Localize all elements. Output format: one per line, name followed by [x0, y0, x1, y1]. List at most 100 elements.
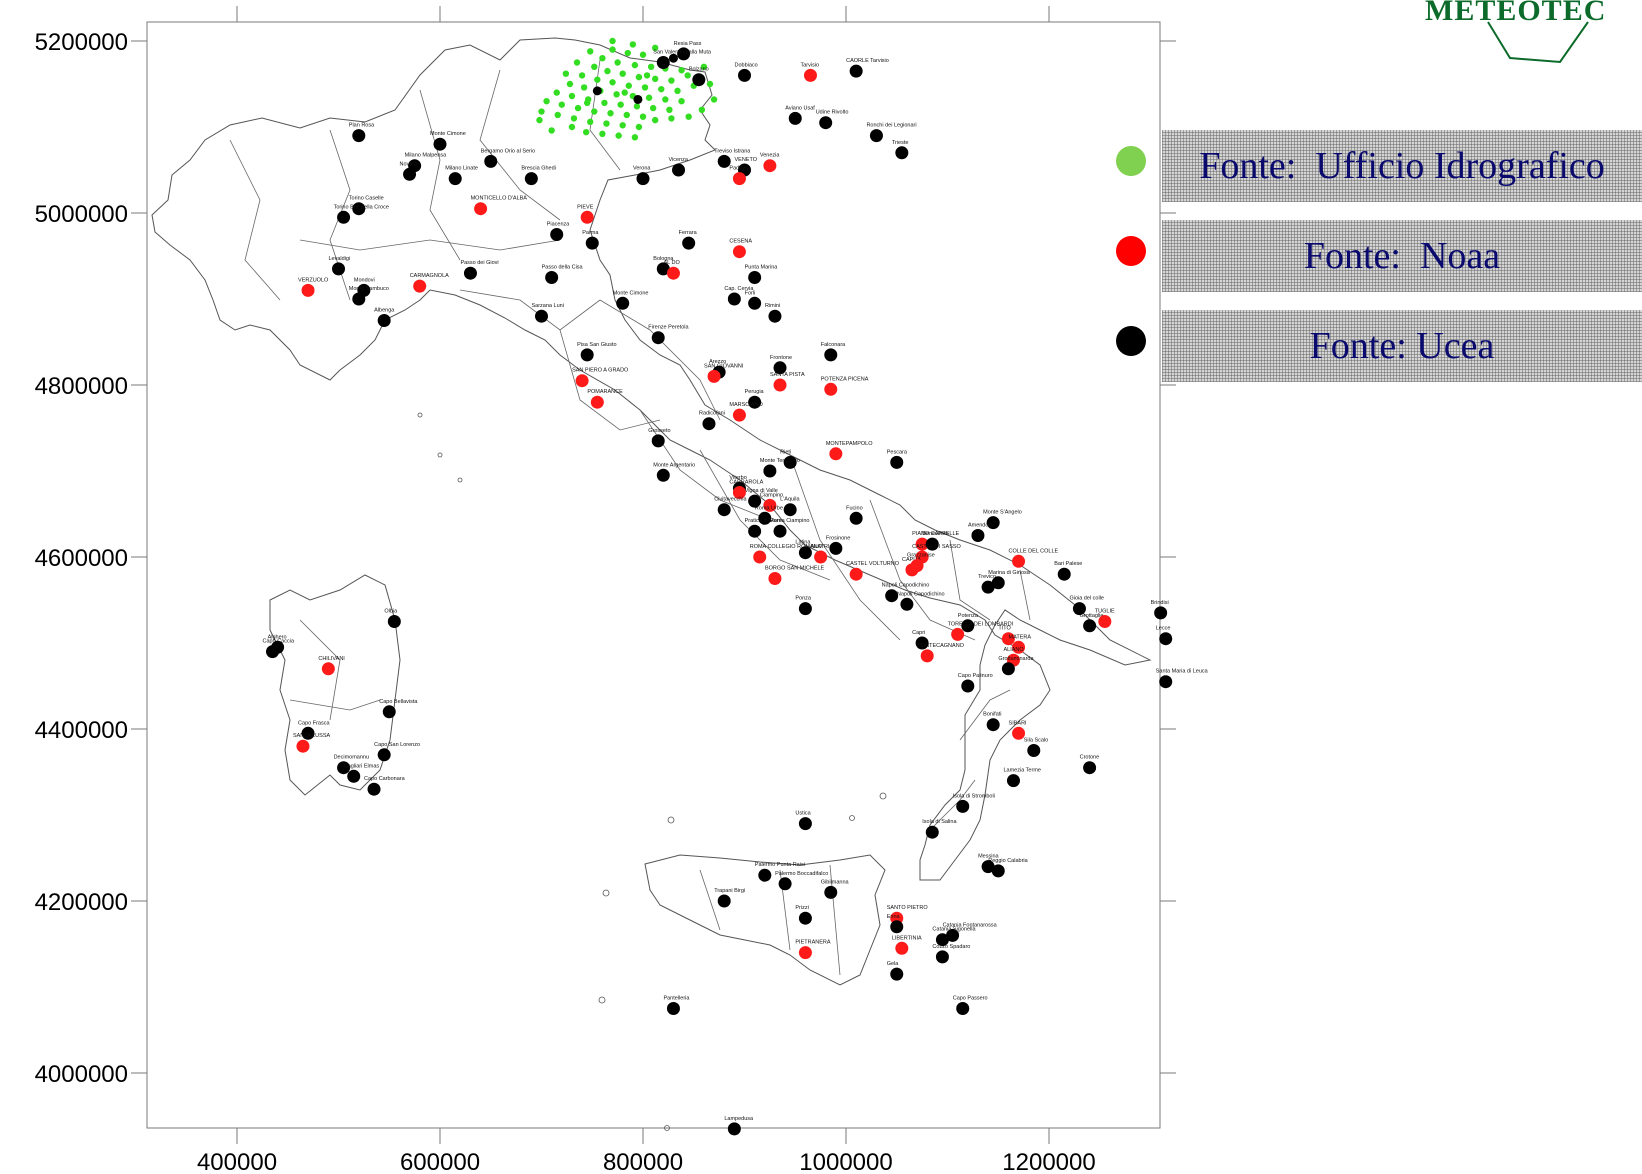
- ufficio-station-marker: [647, 63, 655, 70]
- ufficio-station-marker: [538, 108, 545, 115]
- station-label: Mondovi: [354, 277, 375, 283]
- ufficio-station-marker: [613, 91, 620, 98]
- ufficio-station-marker: [615, 132, 622, 139]
- station-label: Olbia: [384, 609, 398, 615]
- station-label: Sila Scalo: [1024, 738, 1048, 744]
- ucea-station-marker: [592, 86, 602, 96]
- ufficio-station-marker: [619, 70, 626, 77]
- ufficio-station-marker: [635, 123, 643, 131]
- noaa-station-marker: [732, 408, 746, 422]
- ucea-station-marker: [545, 271, 559, 284]
- station-label: Radicofani: [699, 411, 725, 417]
- ucea-station-marker: [1159, 632, 1173, 646]
- station-label: MONTEPAMPOLO: [826, 441, 873, 447]
- station-label: Capo Bellavista: [379, 699, 418, 705]
- station-label: Pescara: [887, 449, 908, 455]
- ucea-station-marker: [763, 464, 777, 478]
- station-label: Lecce: [1156, 626, 1171, 632]
- ufficio-station-marker: [594, 76, 601, 83]
- noaa-station-marker: [763, 498, 777, 512]
- ufficio-station-marker: [651, 75, 659, 83]
- station-label: Piacenza: [547, 222, 571, 228]
- ucea-station-marker: [768, 309, 782, 323]
- station-label: Bari Palese: [1054, 561, 1082, 567]
- station-label: Monte S'Angelo: [983, 510, 1022, 516]
- noaa-station-marker: [296, 739, 310, 753]
- station-label: PIANO CAPPELLE: [912, 531, 959, 537]
- station-label: San Valentino alla Muta: [653, 50, 712, 56]
- ucea-station-marker: [869, 129, 883, 143]
- station-label: Milano Linate: [445, 166, 478, 172]
- ufficio-station-marker: [607, 110, 614, 117]
- station-label: Perugia: [745, 389, 765, 395]
- station-label: Padova: [729, 166, 749, 172]
- noaa-station-marker: [763, 159, 777, 173]
- ucea-station-marker: [961, 619, 975, 633]
- meteotec-logo: METEOTEC: [1425, 0, 1607, 27]
- station-label: Ustica: [795, 811, 811, 817]
- noaa-station-marker: [773, 378, 787, 392]
- station-label: Monte Cimone: [613, 290, 649, 296]
- station-label: Brescia Ghedi: [521, 166, 556, 172]
- noaa-station-marker: [575, 374, 589, 388]
- ucea-station-marker: [986, 718, 1000, 732]
- ucea-station-marker: [524, 172, 538, 186]
- ucea-station-marker: [616, 296, 630, 310]
- ucea-station-marker: [656, 56, 670, 69]
- ufficio-station-marker: [643, 72, 651, 79]
- station-label: Santa Maria di Leuca: [1156, 669, 1209, 675]
- station-label: Punta Marina: [745, 265, 779, 271]
- noaa-station-marker: [803, 68, 817, 82]
- ucea-station-marker: [337, 210, 351, 224]
- ufficio-station-marker: [700, 63, 708, 70]
- station-label: BORGO SAN MICHELE: [765, 566, 825, 572]
- station-label: Enna: [887, 914, 901, 920]
- station-label: Grottaminarda: [998, 656, 1034, 662]
- ufficio-station-marker: [633, 103, 641, 110]
- ucea-station-marker: [727, 292, 741, 306]
- ufficio-station-marker: [685, 113, 692, 120]
- ufficio-station-marker: [574, 104, 582, 112]
- station-label: Lampedusa: [724, 1116, 754, 1122]
- noaa-station-marker: [321, 662, 335, 676]
- station-label: CHILIVANI: [318, 656, 345, 662]
- ucea-station-marker: [890, 920, 904, 934]
- noaa-station-marker: [849, 567, 863, 581]
- station-label: Gibilmanna: [821, 879, 850, 885]
- x-tick-label: 1200000: [1002, 1149, 1095, 1174]
- ucea-station-marker: [1083, 619, 1097, 633]
- ucea-station-marker: [900, 597, 914, 611]
- station-label: PIETRANERA: [795, 940, 830, 946]
- y-tick-label: 4800000: [35, 373, 128, 400]
- ucea-station-marker: [991, 864, 1005, 878]
- ucea-station-marker: [758, 868, 772, 882]
- ufficio-station-marker: [580, 84, 588, 91]
- station-label: Forli: [745, 290, 756, 296]
- ucea-station-marker: [585, 236, 599, 250]
- ufficio-station-marker: [609, 46, 616, 53]
- ucea-station-marker: [377, 314, 391, 327]
- ucea-station-marker: [783, 503, 797, 517]
- station-label: Parma: [582, 230, 599, 236]
- ufficio-station-marker: [562, 70, 570, 77]
- station-label: Cozzo Spadaro: [932, 944, 970, 950]
- x-tick-label: 1000000: [799, 1149, 892, 1174]
- station-label: Monte Cimone: [430, 131, 466, 137]
- legend-item-ucea: Fonte: Ucea: [1162, 310, 1642, 382]
- station-label: Cagliari Elmas: [344, 763, 380, 769]
- station-label: Reggio Calabria: [988, 858, 1028, 864]
- plot-frame: [146, 21, 1161, 1129]
- station-label: COLLE DEL COLLE: [1009, 548, 1059, 554]
- ucea-station-marker: [778, 877, 792, 891]
- station-label: Ciampino: [760, 492, 783, 498]
- station-label: MONTICELLO D'ALBA: [471, 196, 528, 202]
- station-label: Decimomannu: [334, 755, 369, 761]
- station-label: Ponza: [795, 596, 812, 602]
- ufficio-station-marker: [566, 80, 574, 88]
- ufficio-station-marker: [554, 111, 561, 119]
- station-label: Torino Caselle: [349, 196, 384, 202]
- ucea-station-marker: [935, 933, 949, 947]
- noaa-station-marker: [910, 559, 924, 573]
- noaa-station-marker: [1001, 632, 1015, 646]
- station-label: Resia Pass: [674, 41, 702, 47]
